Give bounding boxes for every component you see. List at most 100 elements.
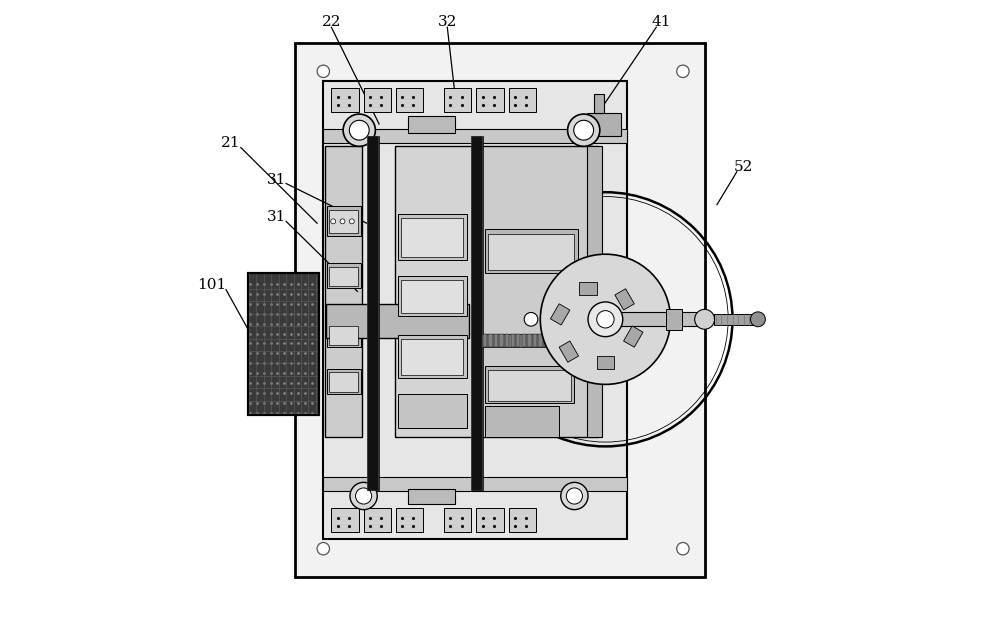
Circle shape	[588, 302, 623, 337]
Text: 41: 41	[651, 15, 671, 29]
Circle shape	[561, 482, 588, 510]
Bar	[326, 304, 469, 338]
Bar	[398, 214, 467, 260]
Bar	[329, 372, 358, 392]
Circle shape	[695, 309, 715, 329]
Bar	[323, 81, 627, 539]
Bar	[579, 282, 597, 294]
Circle shape	[343, 114, 375, 146]
Bar	[476, 88, 504, 112]
Bar	[327, 206, 360, 236]
Circle shape	[540, 254, 671, 384]
Circle shape	[349, 219, 354, 224]
Bar	[509, 88, 536, 112]
Bar	[511, 334, 515, 347]
Circle shape	[566, 488, 582, 504]
Bar	[408, 489, 455, 504]
Bar	[480, 146, 598, 437]
Bar	[578, 334, 582, 347]
Text: 52: 52	[734, 161, 753, 174]
Circle shape	[677, 65, 689, 78]
Bar	[331, 508, 359, 532]
Bar	[329, 267, 358, 286]
Bar	[583, 334, 587, 347]
Bar	[408, 116, 455, 133]
Bar	[615, 289, 634, 310]
Bar	[444, 88, 471, 112]
Bar	[488, 234, 574, 270]
Bar	[396, 88, 423, 112]
Circle shape	[317, 542, 330, 555]
Bar	[484, 229, 578, 273]
Text: 101: 101	[197, 278, 226, 292]
Bar	[327, 369, 360, 394]
Circle shape	[750, 312, 765, 327]
Bar	[533, 334, 537, 347]
Bar	[488, 370, 571, 401]
Bar	[483, 334, 487, 347]
Bar	[527, 334, 532, 347]
Bar	[398, 335, 467, 378]
Bar	[544, 334, 548, 347]
Bar	[561, 334, 565, 347]
Text: 32: 32	[438, 15, 457, 29]
Bar	[401, 280, 463, 313]
Text: 31: 31	[267, 210, 286, 224]
Bar	[401, 218, 463, 257]
Bar	[624, 326, 643, 347]
Circle shape	[350, 482, 377, 510]
Bar	[444, 508, 471, 532]
Bar	[714, 314, 754, 325]
Bar	[398, 276, 467, 316]
Circle shape	[356, 488, 372, 504]
Bar	[331, 88, 359, 112]
Circle shape	[597, 311, 614, 328]
Bar	[566, 334, 571, 347]
Bar	[248, 273, 319, 415]
Bar	[329, 326, 358, 345]
Bar	[550, 334, 554, 347]
Bar	[327, 264, 360, 288]
Bar	[572, 334, 576, 347]
Circle shape	[677, 542, 689, 555]
Bar	[329, 210, 358, 233]
Bar	[325, 146, 362, 437]
Bar	[538, 334, 543, 347]
Text: 22: 22	[322, 15, 341, 29]
Bar	[476, 508, 504, 532]
Bar	[594, 94, 604, 113]
Text: 21: 21	[221, 136, 240, 149]
Circle shape	[317, 65, 330, 78]
Bar	[295, 43, 705, 577]
Bar	[367, 136, 379, 490]
Bar	[323, 129, 627, 143]
Circle shape	[524, 312, 538, 326]
Bar	[666, 309, 682, 330]
Bar	[559, 341, 579, 362]
Bar	[364, 508, 391, 532]
Bar	[327, 322, 360, 347]
Bar	[323, 477, 627, 491]
Bar	[364, 88, 391, 112]
Bar	[499, 334, 504, 347]
Circle shape	[340, 219, 345, 224]
Bar	[484, 366, 574, 403]
Bar	[505, 334, 509, 347]
Bar	[516, 334, 520, 347]
Bar	[605, 312, 705, 326]
Bar	[550, 304, 570, 325]
Bar	[597, 356, 614, 369]
Bar	[509, 508, 536, 532]
Circle shape	[349, 120, 369, 140]
Bar	[494, 334, 498, 347]
Bar	[488, 334, 493, 347]
Bar	[522, 334, 526, 347]
Text: 31: 31	[267, 173, 286, 187]
Bar	[396, 508, 423, 532]
Bar	[471, 136, 483, 490]
Circle shape	[331, 219, 336, 224]
Bar	[587, 146, 602, 437]
Bar	[555, 334, 560, 347]
Bar	[587, 113, 621, 136]
Bar	[395, 146, 472, 437]
